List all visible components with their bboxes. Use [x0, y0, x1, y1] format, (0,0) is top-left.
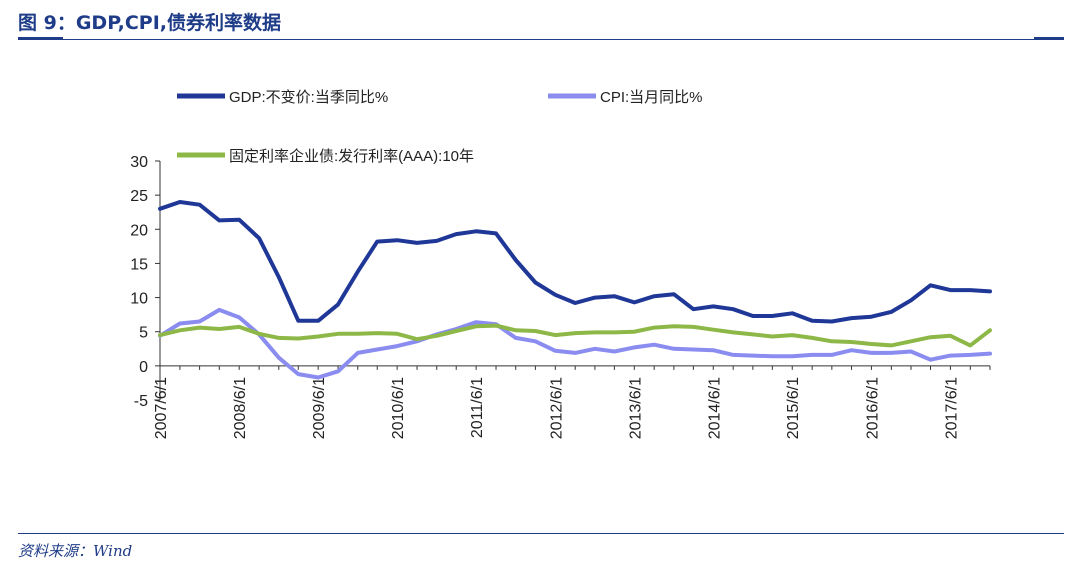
y-tick-label: 0 — [139, 359, 148, 376]
legend-label-1: GDP:不变价:当季同比% — [229, 89, 388, 106]
figure-title: 图 9：GDP,CPI,债券利率数据 — [18, 12, 282, 34]
line-chart: 30 25 20 15 10 5 0 -5 2007/6/1 2008/6/1 2009/6/1 20… — [130, 89, 992, 439]
x-tick-label: 2015/6/1 — [785, 377, 802, 439]
x-tick-label: 2014/6/1 — [706, 377, 723, 439]
x-tick-label: 2011/6/1 — [469, 377, 486, 438]
legend-label-2: CPI:当月同比% — [600, 89, 703, 106]
x-tick-label: 2009/6/1 — [311, 377, 328, 439]
y-tick-label: -5 — [134, 393, 148, 410]
source-note: 资料来源：Wind — [18, 542, 133, 560]
y-tick-label: 20 — [130, 222, 148, 239]
figure-header: 图 9：GDP,CPI,债券利率数据 — [18, 6, 1064, 42]
y-tick-label: 30 — [130, 154, 148, 171]
x-tick-label: 2007/6/1 — [153, 377, 170, 439]
x-tick-label: 2017/6/1 — [943, 377, 960, 439]
y-tick-label: 25 — [130, 188, 148, 205]
series-line-1 — [158, 200, 992, 324]
title-accent-rule-right — [1034, 37, 1064, 39]
series-line-2 — [158, 307, 992, 380]
footer-rule — [18, 533, 1064, 534]
title-accent-rule — [18, 37, 63, 39]
x-tick-label: 2008/6/1 — [232, 377, 249, 439]
x-tick-label: 2010/6/1 — [390, 377, 407, 439]
y-tick-label: 15 — [130, 256, 148, 273]
y-tick-label: 10 — [130, 291, 148, 308]
legend-label-3: 固定利率企业债:发行利率(AAA):10年 — [229, 147, 474, 165]
title-rule — [18, 39, 1064, 40]
x-tick-label: 2013/6/1 — [627, 377, 644, 439]
x-tick-label: 2012/6/1 — [548, 377, 565, 439]
y-tick-label: 5 — [139, 325, 148, 342]
series-line-3 — [158, 323, 992, 348]
x-tick-label: 2016/6/1 — [864, 377, 881, 439]
